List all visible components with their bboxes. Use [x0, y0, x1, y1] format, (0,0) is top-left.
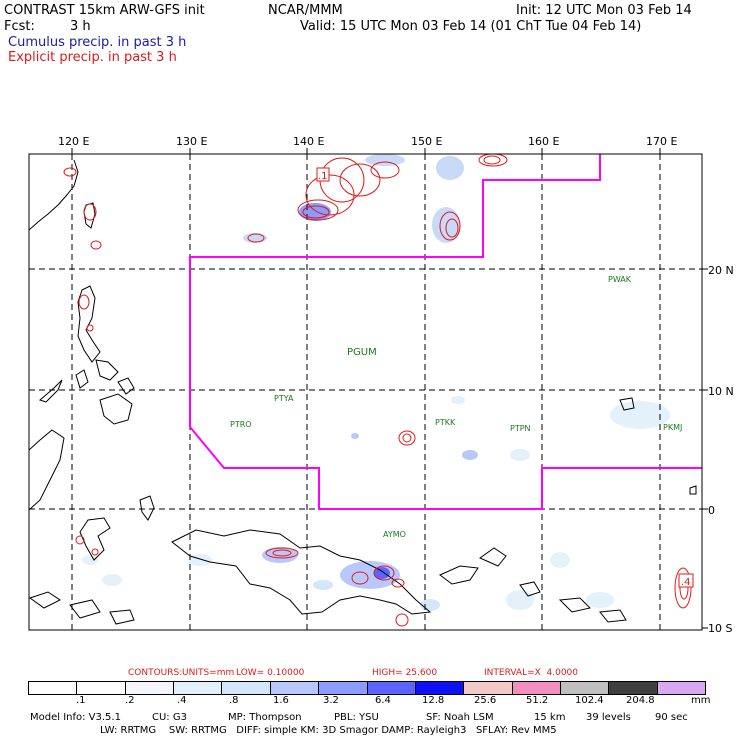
model-info-levels: 39 levels	[586, 712, 631, 723]
station-ptkk: PTKK	[435, 418, 456, 427]
forecast-hour: 3 h	[70, 19, 91, 34]
colorbar	[28, 681, 706, 695]
colorbar-swatch-8	[415, 682, 465, 694]
colorbar-tick-51.2: 51.2	[526, 695, 549, 706]
lon-label-120e: 120 E	[58, 135, 90, 148]
colorbar-swatch-7	[367, 682, 416, 694]
colorbar-tick-204.8: 204.8	[626, 695, 655, 706]
station-ptpn: PTPN	[510, 424, 531, 433]
station-pkmj: PKMJ	[663, 423, 683, 432]
colorbar-tick-0.8: .8	[229, 695, 239, 706]
station-pwak: PWAK	[608, 275, 632, 284]
contours-high: HIGH= 25.600	[372, 668, 438, 678]
colorbar-tick-25.6: 25.6	[474, 695, 497, 706]
model-info-pbl: PBL: YSU	[334, 712, 379, 723]
model-info-timestep: 90 sec	[655, 712, 688, 723]
lon-label-160e: 160 E	[528, 135, 560, 148]
contours-units: UNITS=mm	[182, 668, 235, 678]
contour-label-box-1	[316, 167, 330, 182]
colorbar-swatch-2	[125, 682, 175, 694]
frame-ticks	[71, 148, 708, 629]
colorbar-tick-12.8: 12.8	[422, 695, 445, 706]
station-aymo: AYMO	[383, 530, 406, 539]
colorbar-swatch-13	[657, 682, 706, 694]
station-ptro: PTRO	[230, 420, 252, 429]
model-info-version: Model Info: V3.5.1	[30, 712, 121, 723]
cumulus-legend: Cumulus precip. in past 3 h	[8, 35, 187, 50]
colorbar-swatch-9	[464, 682, 513, 694]
colorbar-swatch-5	[270, 682, 320, 694]
org-name: NCAR/MMM	[268, 3, 343, 18]
colorbar-swatch-12	[609, 682, 658, 694]
colorbar-swatch-4	[222, 682, 271, 694]
model-info-mp: MP: Thompson	[228, 712, 302, 723]
lat-label-0: 0	[708, 504, 715, 517]
colorbar-tick-0.2: .2	[125, 695, 135, 706]
lon-label-140e: 140 E	[293, 135, 325, 148]
lat-lon-grid	[29, 154, 702, 630]
valid-time: Valid: 15 UTC Mon 03 Feb 14 (01 ChT Tue …	[300, 19, 642, 34]
coastlines	[29, 159, 697, 625]
contour-label-1: .1	[318, 171, 328, 182]
model-title: CONTRAST 15km ARW-GFS init	[4, 3, 205, 18]
model-info-resolution: 15 km	[534, 712, 566, 723]
lat-label-10s: 10 S	[708, 622, 733, 635]
model-info-line2: LW: RRTMG SW: RRTMG DIFF: simple KM: 3D …	[100, 725, 557, 736]
region-boundary	[189, 154, 702, 510]
explicit-legend: Explicit precip. in past 3 h	[8, 50, 177, 65]
colorbar-tick-0.1: .1	[76, 695, 86, 706]
colorbar-tick-0.4: .4	[177, 695, 187, 706]
model-info-cu: CU: G3	[152, 712, 187, 723]
colorbar-unit: mm	[691, 695, 711, 706]
lat-label-20n: 20 N	[708, 264, 734, 277]
contours-title: CONTOURS:	[128, 668, 183, 678]
colorbar-swatch-0	[29, 682, 78, 694]
map-frame	[28, 153, 703, 631]
cumulus-shading	[82, 154, 670, 611]
explicit-contours	[63, 154, 692, 627]
colorbar-tick-3.2: 3.2	[323, 695, 339, 706]
colorbar-tick-6.4: 6.4	[375, 695, 391, 706]
contour-label-box-4	[678, 573, 694, 588]
colorbar-swatch-1	[77, 682, 126, 694]
colorbar-swatch-10	[512, 682, 561, 694]
colorbar-tick-102.4: 102.4	[575, 695, 604, 706]
station-pgum: PGUM	[347, 347, 377, 358]
lon-label-170e: 170 E	[646, 135, 678, 148]
lat-label-10n: 10 N	[708, 385, 734, 398]
model-info-sf: SF: Noah LSM	[426, 712, 494, 723]
forecast-label: Fcst:	[4, 19, 35, 34]
colorbar-tick-1.6: 1.6	[273, 695, 289, 706]
lon-label-130e: 130 E	[176, 135, 208, 148]
colorbar-swatch-3	[174, 682, 223, 694]
colorbar-swatch-6	[319, 682, 368, 694]
contours-interval: INTERVAL=X 4.0000	[484, 668, 579, 678]
contour-label-4: .4	[681, 577, 691, 588]
colorbar-swatch-11	[560, 682, 610, 694]
station-ptya: PTYA	[274, 394, 294, 403]
lon-label-150e: 150 E	[411, 135, 443, 148]
init-time: Init: 12 UTC Mon 03 Feb 14	[516, 3, 692, 18]
contours-low: LOW= 0.10000	[236, 668, 305, 678]
